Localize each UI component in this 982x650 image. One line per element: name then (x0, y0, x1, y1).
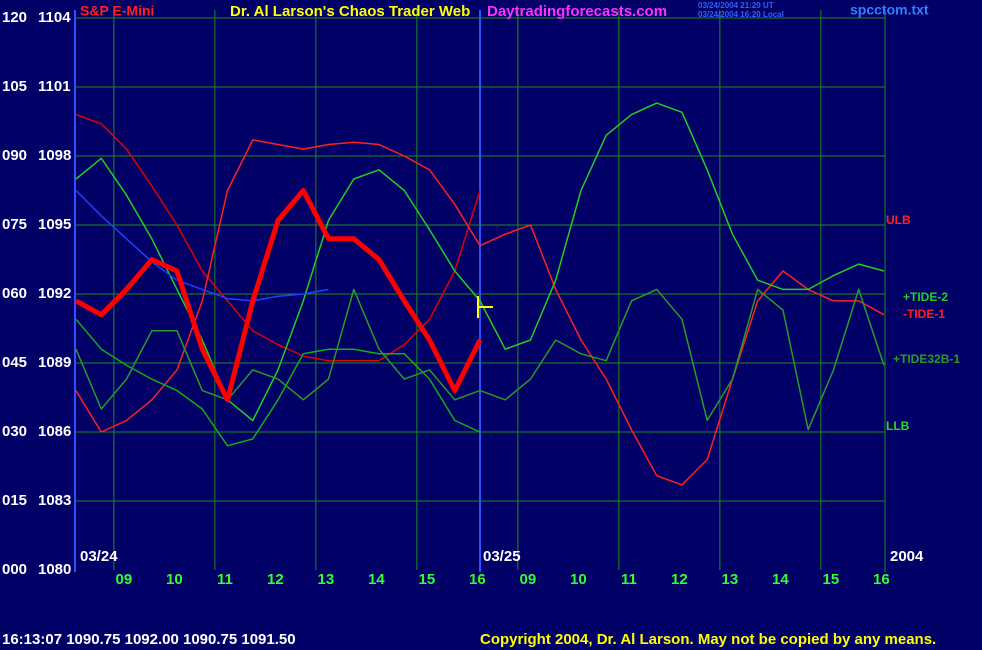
status-line: 16:13:07 1090.75 1092.00 1090.75 1091.50 (2, 631, 296, 648)
cursor (477, 296, 493, 318)
timestamp-local: 03/24/2004 16:20 Local (698, 10, 784, 19)
y2-tick-label: 000 (2, 561, 27, 578)
legend-label: -TIDE-1 (903, 307, 945, 321)
y-tick-label: 1101 (38, 78, 71, 95)
y2-tick-label: 060 (2, 285, 27, 302)
day-label: 03/25 (483, 548, 521, 565)
x-tick-label: 10 (570, 571, 587, 588)
legend-label: +TIDE32B-1 (893, 352, 960, 366)
timestamp-ut: 03/24/2004 21:20 UT (698, 1, 774, 10)
y2-tick-label: 075 (2, 216, 27, 233)
y-tick-label: 1104 (38, 9, 71, 26)
x-tick-label: 09 (520, 571, 537, 588)
legend-label: +TIDE-2 (903, 290, 948, 304)
y2-tick-label: 105 (2, 78, 27, 95)
y-tick-label: 1098 (38, 147, 71, 164)
series-line (75, 288, 885, 431)
x-tick-label: 11 (217, 571, 233, 588)
y2-tick-label: 120 (2, 9, 27, 26)
series-line (75, 139, 885, 486)
y2-tick-label: 015 (2, 492, 27, 509)
grid (75, 10, 885, 570)
x-tick-label: 14 (772, 571, 789, 588)
x-tick-label: 12 (671, 571, 688, 588)
file-name: spcctom.txt (850, 2, 929, 18)
y-tick-label: 1080 (38, 561, 71, 578)
x-tick-label: 15 (823, 571, 840, 588)
x-tick-label: 16 (873, 571, 890, 588)
x-tick-label: 10 (166, 571, 183, 588)
y-tick-label: 1086 (38, 423, 71, 440)
year-label: 2004 (890, 548, 924, 565)
copyright: Copyright 2004, Dr. Al Larson. May not b… (480, 631, 936, 648)
series-group (74, 102, 885, 486)
instrument: S&P E-Mini (80, 3, 154, 19)
chart-title: Dr. Al Larson's Chaos Trader Web (230, 3, 470, 20)
y-tick-label: 1092 (38, 285, 71, 302)
annotation: ULB (886, 213, 911, 227)
y-tick-label: 1089 (38, 354, 71, 371)
y2-tick-label: 090 (2, 147, 27, 164)
series-line (75, 113, 481, 362)
y-tick-label: 1083 (38, 492, 71, 509)
x-tick-label: 09 (116, 571, 133, 588)
series-line (75, 102, 885, 422)
x-tick-label: 13 (722, 571, 739, 588)
series-line (75, 318, 481, 447)
x-tick-label: 16 (469, 571, 486, 588)
y-tick-label: 1095 (38, 216, 71, 233)
series-line (74, 188, 483, 403)
x-tick-label: 12 (267, 571, 284, 588)
y2-tick-label: 030 (2, 423, 27, 440)
x-tick-label: 15 (419, 571, 436, 588)
y2-tick-label: 045 (2, 354, 27, 371)
series-line (75, 189, 329, 302)
x-tick-label: 13 (318, 571, 335, 588)
day-label: 03/24 (80, 548, 118, 565)
site: Daytradingforecasts.com (487, 3, 667, 20)
annotation: LLB (886, 419, 910, 433)
x-tick-label: 14 (368, 571, 385, 588)
x-tick-label: 11 (621, 571, 637, 588)
